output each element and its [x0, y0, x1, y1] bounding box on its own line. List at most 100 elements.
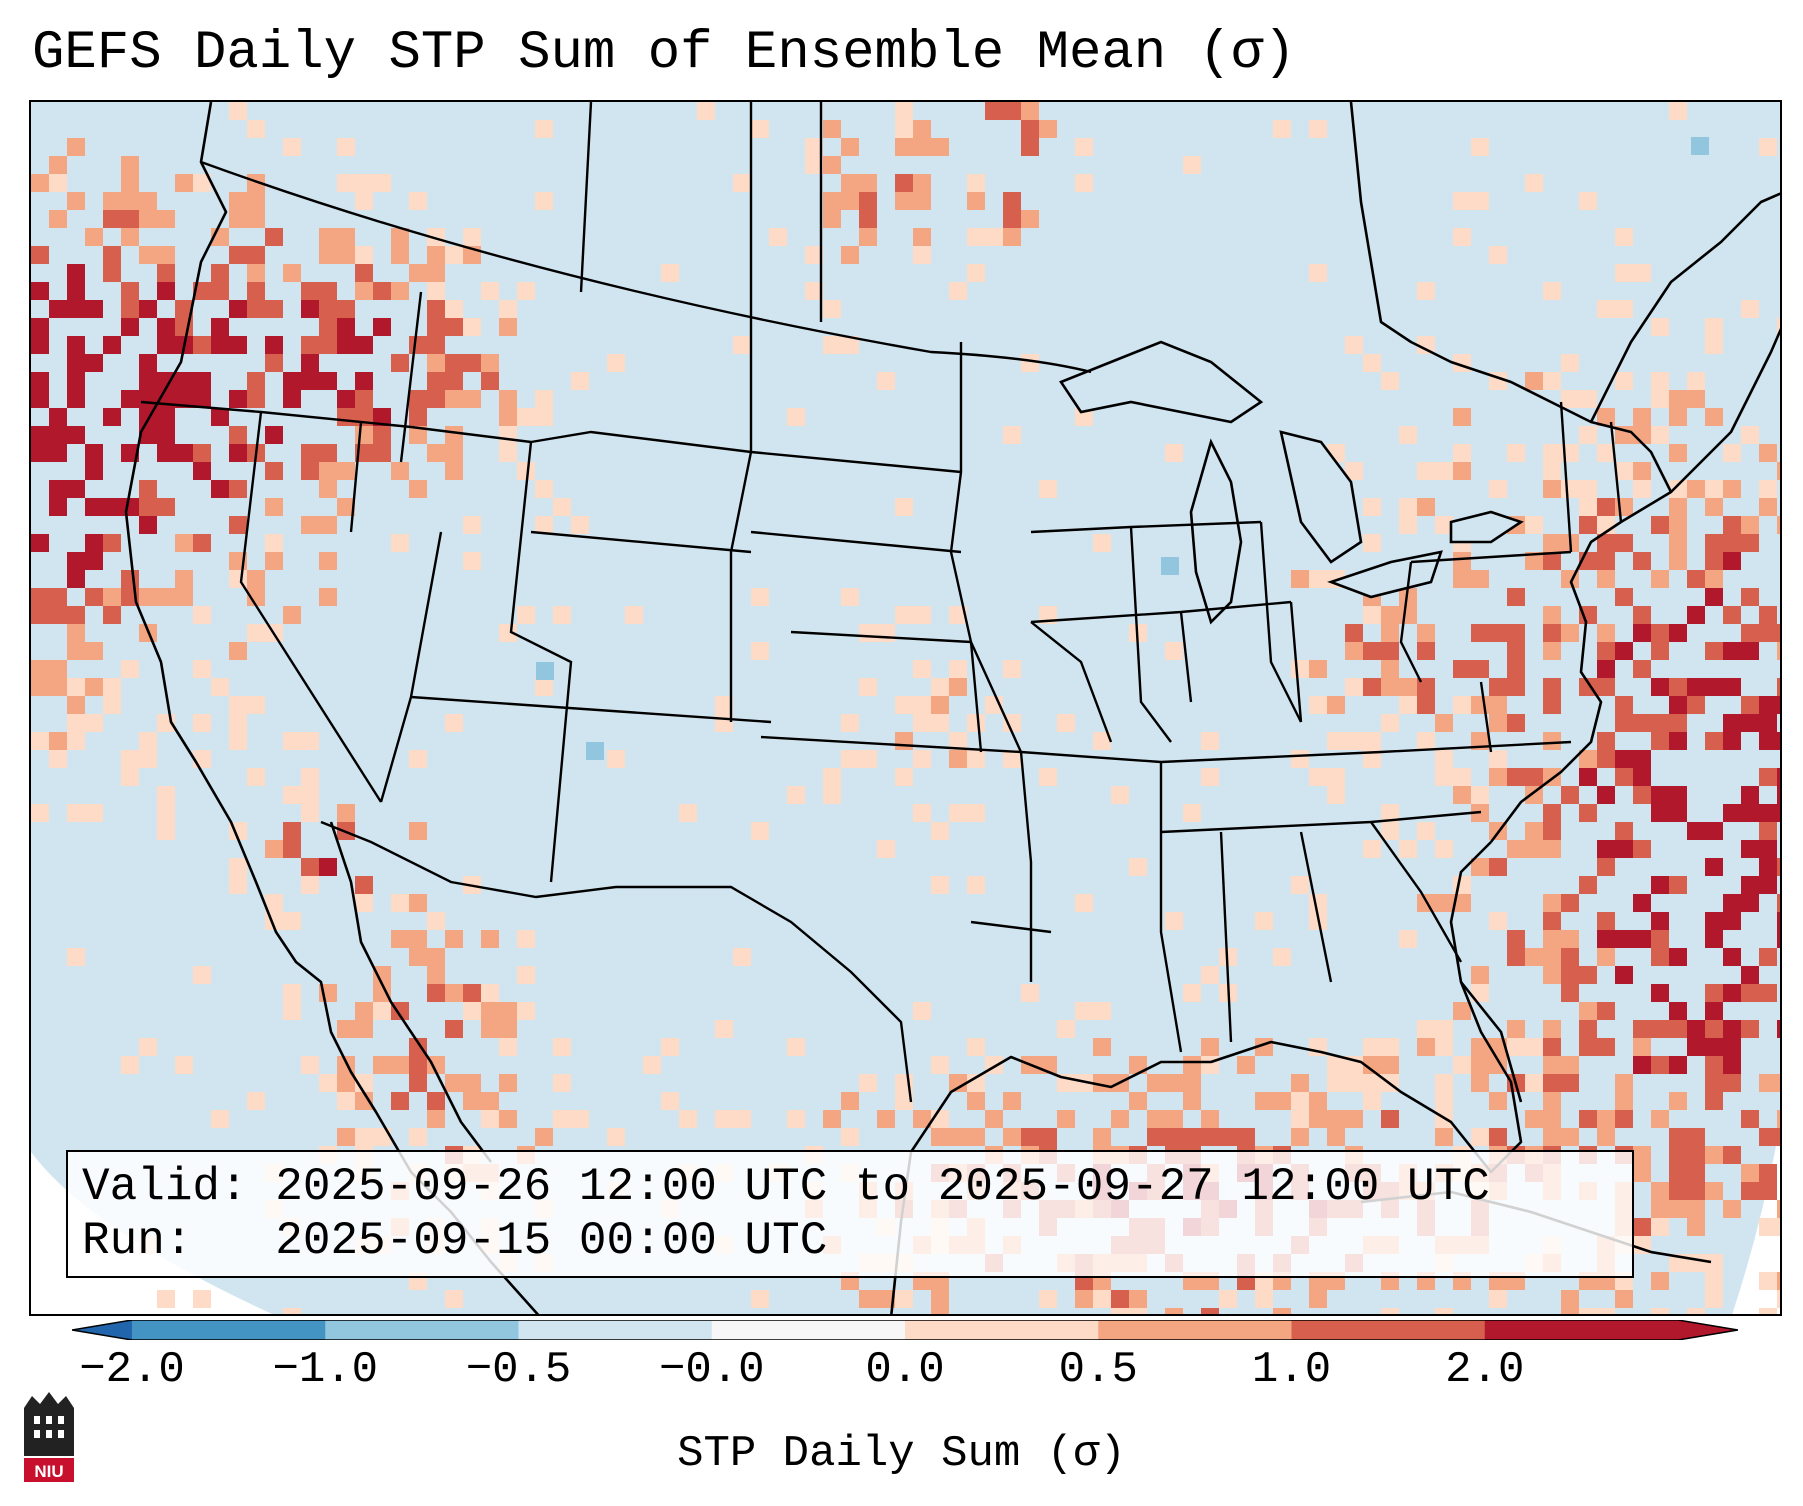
anomaly-cell — [499, 300, 517, 318]
anomaly-cell — [913, 804, 931, 822]
anomaly-cell — [1345, 336, 1363, 354]
anomaly-cell — [85, 642, 103, 660]
anomaly-cell — [1363, 606, 1381, 624]
anomaly-cell — [949, 678, 967, 696]
anomaly-cell — [499, 444, 517, 462]
anomaly-cell — [49, 156, 67, 174]
anomaly-cell — [859, 1290, 877, 1308]
anomaly-cell — [355, 246, 373, 264]
anomaly-cell — [31, 534, 49, 552]
anomaly-cell — [283, 786, 301, 804]
anomaly-cell — [1741, 426, 1759, 444]
anomaly-cell — [1435, 750, 1453, 768]
anomaly-cell — [661, 1038, 679, 1056]
anomaly-cell — [553, 1110, 571, 1128]
anomaly-cell — [1651, 732, 1669, 750]
anomaly-cell — [499, 1002, 517, 1020]
anomaly-cell — [445, 426, 463, 444]
anomaly-cell — [1453, 660, 1471, 678]
anomaly-cell — [337, 138, 355, 156]
anomaly-cell — [1597, 930, 1615, 948]
anomaly-cell — [913, 714, 931, 732]
anomaly-cell — [1615, 372, 1633, 390]
anomaly-cell — [445, 372, 463, 390]
anomaly-cell — [139, 588, 157, 606]
anomaly-cell — [49, 444, 67, 462]
anomaly-cell — [1579, 480, 1597, 498]
anomaly-cell — [409, 750, 427, 768]
anomaly-cell — [229, 732, 247, 750]
anomaly-cell — [1705, 858, 1723, 876]
anomaly-cell — [1543, 1110, 1561, 1128]
anomaly-cell — [1489, 768, 1507, 786]
anomaly-cell — [193, 390, 211, 408]
anomaly-cell — [139, 516, 157, 534]
anomaly-cell — [175, 444, 193, 462]
anomaly-cell — [49, 480, 67, 498]
anomaly-cell — [445, 354, 463, 372]
anomaly-cell — [1381, 1308, 1399, 1314]
anomaly-cell — [1777, 858, 1780, 876]
anomaly-cell — [949, 732, 967, 750]
anomaly-cell — [931, 678, 949, 696]
anomaly-cell — [1651, 390, 1669, 408]
anomaly-cell — [211, 336, 229, 354]
anomaly-cell — [1561, 480, 1579, 498]
anomaly-cell — [1345, 1110, 1363, 1128]
anomaly-cell — [913, 138, 931, 156]
anomaly-cell — [1093, 732, 1111, 750]
anomaly-cell — [1705, 822, 1723, 840]
anomaly-cell — [1777, 1128, 1780, 1146]
anomaly-cell — [1561, 786, 1579, 804]
anomaly-cell — [1777, 1074, 1780, 1092]
anomaly-cell — [1669, 876, 1687, 894]
anomaly-cell — [193, 1290, 211, 1308]
anomaly-cell — [49, 174, 67, 192]
anomaly-cell — [1651, 642, 1669, 660]
anomaly-cell — [445, 930, 463, 948]
anomaly-cell — [1453, 876, 1471, 894]
anomaly-cell — [1129, 1290, 1147, 1308]
anomaly-cell — [1543, 678, 1561, 696]
logo-band — [24, 1458, 74, 1482]
anomaly-cell — [1705, 1146, 1723, 1164]
chart-title: GEFS Daily STP Sum of Ensemble Mean (σ) — [32, 23, 1296, 84]
anomaly-cell — [1777, 624, 1780, 642]
anomaly-cell — [229, 390, 247, 408]
anomaly-cells — [31, 102, 1780, 1314]
anomaly-cell — [139, 354, 157, 372]
anomaly-cell — [1525, 822, 1543, 840]
anomaly-cell — [1453, 1002, 1471, 1020]
anomaly-cell — [913, 606, 931, 624]
anomaly-cell — [1669, 804, 1687, 822]
anomaly-cell — [391, 246, 409, 264]
anomaly-cell — [1651, 426, 1669, 444]
anomaly-cell — [715, 696, 733, 714]
anomaly-cell — [1777, 516, 1780, 534]
anomaly-cell — [1633, 840, 1651, 858]
anomaly-cell — [1633, 1020, 1651, 1038]
anomaly-cell — [1615, 930, 1633, 948]
anomaly-cell — [121, 174, 139, 192]
anomaly-cell — [121, 210, 139, 228]
anomaly-cell — [1705, 588, 1723, 606]
anomaly-cell — [571, 1110, 589, 1128]
anomaly-cell — [1759, 984, 1777, 1002]
anomaly-cell — [211, 408, 229, 426]
anomaly-cell — [121, 750, 139, 768]
anomaly-cell — [193, 660, 211, 678]
anomaly-cell — [85, 444, 103, 462]
anomaly-cell — [67, 678, 85, 696]
anomaly-cell — [553, 606, 571, 624]
colorbar-segment — [1484, 1320, 1679, 1340]
anomaly-cell — [1363, 354, 1381, 372]
anomaly-cell — [1759, 1182, 1777, 1200]
anomaly-cell — [895, 102, 913, 120]
anomaly-cell — [175, 372, 193, 390]
anomaly-cell — [1777, 642, 1780, 660]
anomaly-cell — [805, 246, 823, 264]
anomaly-cell — [1435, 1308, 1453, 1314]
anomaly-cell — [1741, 1164, 1759, 1182]
anomaly-cell — [823, 156, 841, 174]
anomaly-cell — [139, 732, 157, 750]
